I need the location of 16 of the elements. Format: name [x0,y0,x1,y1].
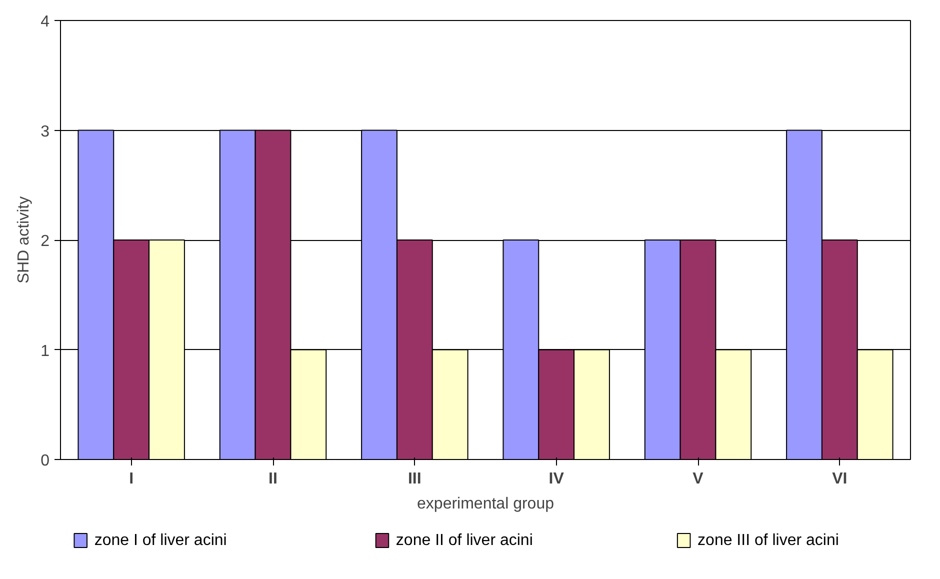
y-tick-label: 2 [40,233,50,250]
x-axis-title: experimental group [417,496,554,512]
y-tick-label: 4 [40,14,50,30]
legend-label: zone II of liver acini [396,532,533,549]
y-axis-title: SHD activity [16,196,33,284]
x-tick-label: IV [548,470,564,488]
x-tick-label: V [692,470,704,488]
y-tick-label: 1 [40,342,50,360]
legend-label: zone III of liver acini [698,532,839,549]
x-tick-label: I [129,470,134,488]
x-tick-label: VI [832,470,848,488]
y-tick-label: 0 [40,452,50,470]
legend-label: zone I of liver acini [94,532,227,549]
x-tick-label: II [268,470,278,488]
x-tick-label: III [408,470,422,488]
y-tick-label: 3 [40,123,50,140]
